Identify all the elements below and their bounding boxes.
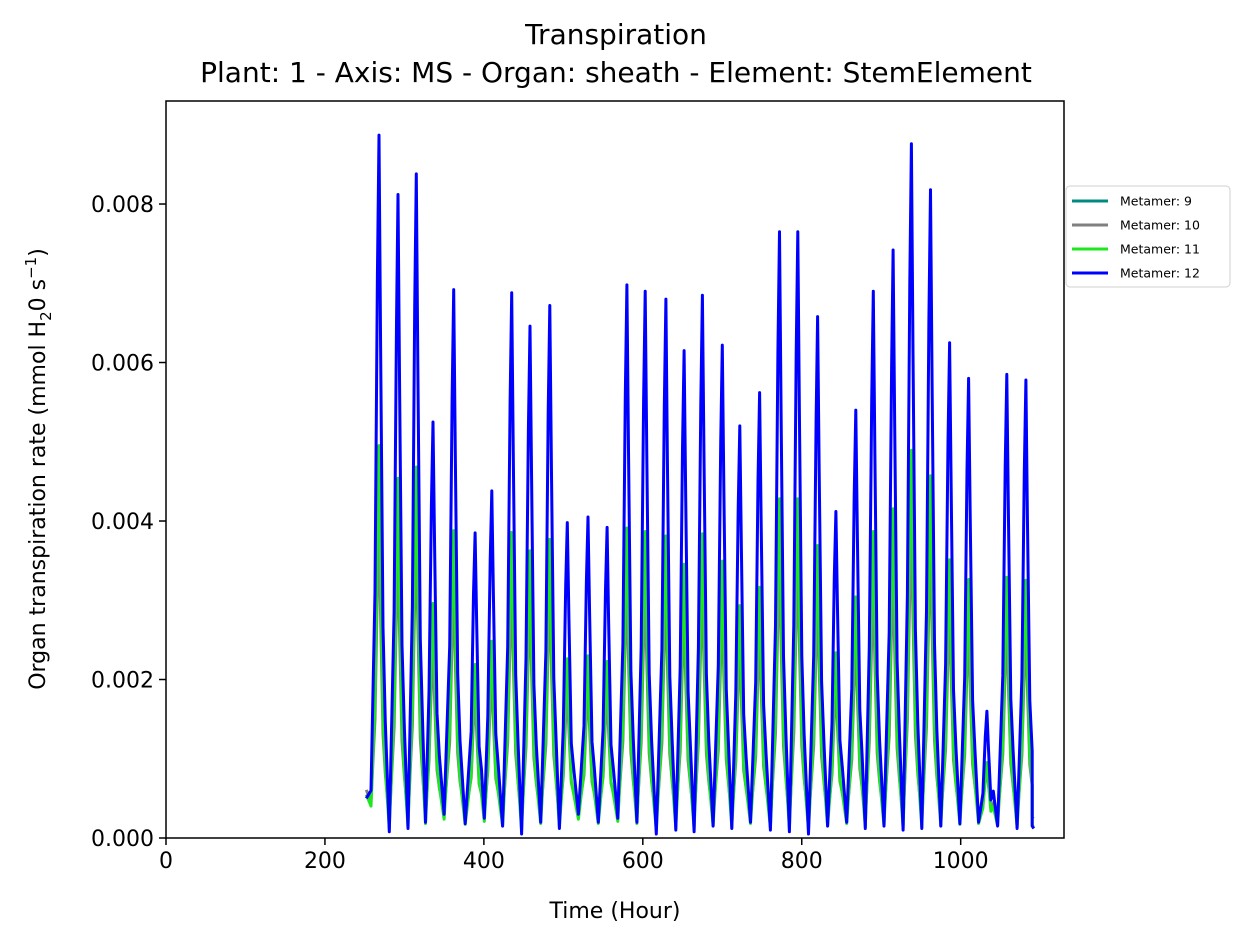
legend: Metamer: 9 Metamer: 10 Metamer: 11 Metamer:… [1065,185,1231,288]
x-axis-label: Time (Hour) [549,899,681,924]
x-tick-label: 600 [622,849,664,874]
series-layer [364,133,1036,836]
x-tick-label: 800 [781,849,823,874]
chart-subtitle: Plant: 1 - Axis: MS - Organ: sheath - El… [200,56,1032,89]
y-axis-label-subscript: 2 [37,311,55,321]
legend-label: Metamer: 9 [1120,194,1192,209]
x-tick-label: 400 [463,849,505,874]
y-axis-label-main: Organ transpiration rate (mmol H [26,321,51,690]
y-axis-label-close: ) [26,248,51,257]
y-tick-label: 0.000 [91,827,154,852]
y-tick-label: 0.006 [91,352,154,377]
y-tick-label: 0.004 [91,510,154,535]
series-line-3 [364,444,1035,832]
y-axis-label-unit: 0 s [26,279,51,311]
legend-label: Metamer: 12 [1120,266,1200,281]
x-tick-label: 200 [304,849,346,874]
x-axis: 0 200 400 600 800 1000 [159,838,989,874]
legend-label: Metamer: 10 [1120,218,1200,233]
x-tick-label: 0 [159,849,173,874]
y-tick-label: 0.002 [91,669,154,694]
plot-area-frame [165,100,1065,839]
y-axis-label-superscript: −1 [22,257,40,279]
legend-frame [1065,185,1231,288]
y-axis-label: Organ transpiration rate (mmol H20 s−1) [22,248,55,690]
series-line-4 [365,133,1036,836]
y-axis: 0.000 0.002 0.004 0.006 0.008 [91,193,166,852]
legend-label: Metamer: 11 [1120,242,1200,257]
x-tick-label: 1000 [933,849,989,874]
y-tick-label: 0.008 [91,193,154,218]
chart-title: Transpiration [524,18,707,51]
